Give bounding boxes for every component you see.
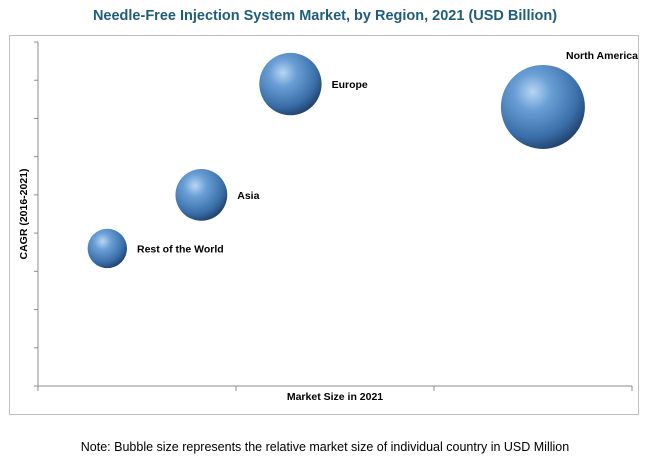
bubble-label-rest-of-the-world: Rest of the World bbox=[137, 243, 224, 255]
bubble-label-north-america: North America bbox=[566, 50, 638, 62]
bubble-north-america bbox=[500, 64, 585, 149]
bubble-rest-of-the-world bbox=[87, 228, 127, 269]
bubble-asia bbox=[175, 168, 228, 221]
y-axis-label: CAGR (2016-2021) bbox=[18, 168, 30, 259]
bubble-europe bbox=[259, 52, 322, 116]
x-axis-label: Market Size in 2021 bbox=[287, 391, 383, 403]
bubble-label-asia: Asia bbox=[237, 190, 259, 202]
bubble-label-europe: Europe bbox=[332, 79, 368, 91]
chart-frame bbox=[9, 35, 639, 415]
chart-title: Needle-Free Injection System Market, by … bbox=[92, 8, 558, 24]
footnote: Note: Bubble size represents the relativ… bbox=[80, 440, 570, 454]
